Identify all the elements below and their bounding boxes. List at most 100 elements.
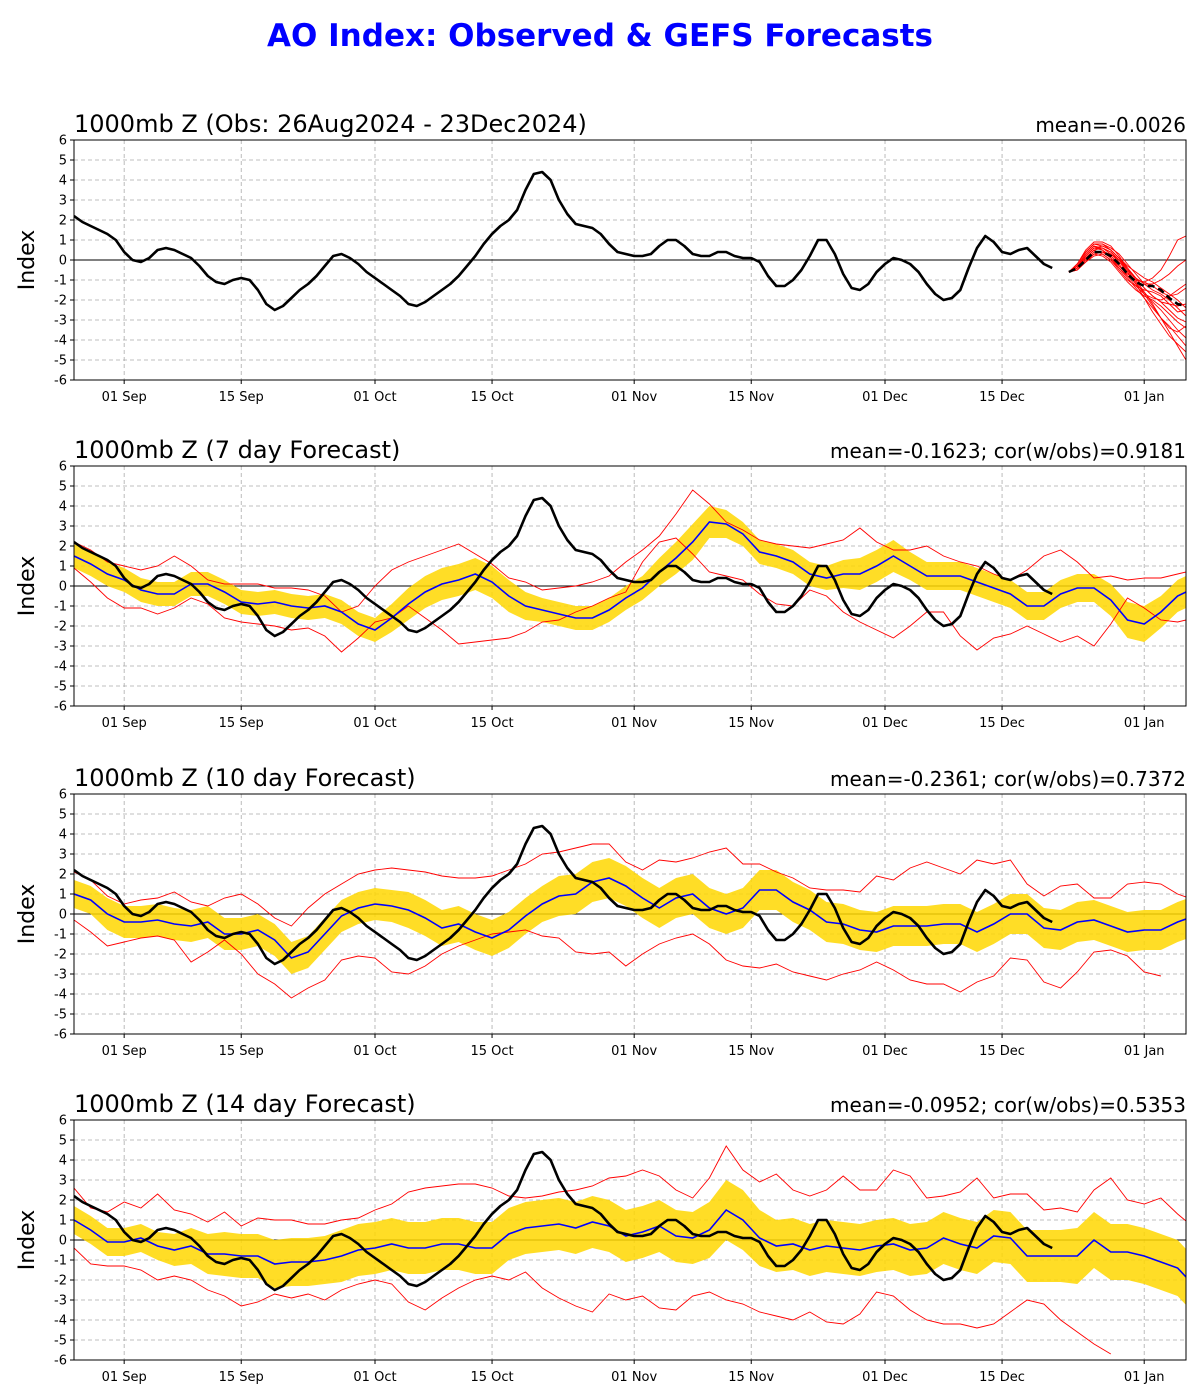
y-tick-label: 0 xyxy=(59,908,67,923)
y-tick-label: -2 xyxy=(54,1274,67,1289)
forecast-mean-line xyxy=(74,1208,1186,1279)
y-tick-label: 1 xyxy=(59,888,67,903)
y-axis-label: Index xyxy=(15,884,40,945)
forecast-mean-line xyxy=(74,521,1186,631)
x-tick-label: 01 Sep xyxy=(102,1044,147,1059)
panel-0: 1000mb Z (Obs: 26Aug2024 - 23Dec2024) mea… xyxy=(15,110,1187,405)
y-tick-label: 4 xyxy=(59,828,67,843)
y-tick-label: -5 xyxy=(54,1008,67,1023)
y-axis-label: Index xyxy=(15,230,40,291)
spread-band xyxy=(74,858,1186,974)
upper-member-line xyxy=(74,489,1186,613)
upper-member-line xyxy=(74,843,1186,927)
x-tick-label: 15 Sep xyxy=(219,716,264,731)
ensemble-member-line xyxy=(1068,253,1186,313)
x-tick-label: 01 Jan xyxy=(1124,716,1165,731)
y-tick-label: -1 xyxy=(54,600,67,615)
x-tick-label: 15 Dec xyxy=(979,1044,1025,1059)
x-tick-label: 01 Jan xyxy=(1124,1044,1165,1059)
axes-frame xyxy=(73,1119,1187,1361)
observed-line xyxy=(74,496,1053,638)
upper-member-line xyxy=(74,1145,1186,1227)
y-tick-label: 5 xyxy=(59,1134,67,1149)
y-tick-label: 2 xyxy=(59,540,67,555)
panel-title: 1000mb Z (14 day Forecast) xyxy=(74,1090,416,1118)
y-tick-label: 1 xyxy=(59,560,67,575)
y-tick-label: -3 xyxy=(54,968,67,983)
x-tick-label: 15 Oct xyxy=(470,716,513,731)
y-tick-label: -1 xyxy=(54,274,67,289)
x-tick-label: 01 Sep xyxy=(102,716,147,731)
x-tick-label: 01 Sep xyxy=(102,390,147,405)
x-tick-label: 15 Nov xyxy=(728,390,774,405)
y-tick-label: -6 xyxy=(54,700,67,715)
y-tick-label: 3 xyxy=(59,520,67,535)
y-tick-label: -6 xyxy=(54,1354,67,1369)
y-tick-label: 2 xyxy=(59,1194,67,1209)
spread-band xyxy=(74,506,1186,642)
x-tick-label: 15 Oct xyxy=(470,1044,513,1059)
y-tick-label: -1 xyxy=(54,928,67,943)
figure-title: AO Index: Observed & GEFS Forecasts xyxy=(267,18,933,54)
panel-stat: mean=-0.0026 xyxy=(1035,113,1186,137)
x-tick-label: 01 Oct xyxy=(353,1370,396,1385)
x-tick-label: 15 Nov xyxy=(728,1044,774,1059)
x-tick-label: 15 Dec xyxy=(979,716,1025,731)
y-tick-label: -6 xyxy=(54,374,67,389)
x-tick-label: 01 Nov xyxy=(611,1370,657,1385)
spread-band xyxy=(74,1180,1186,1305)
ensemble-member-line xyxy=(1068,243,1186,333)
x-tick-label: 01 Sep xyxy=(102,1370,147,1385)
y-tick-label: -1 xyxy=(54,1254,67,1269)
panel-title: 1000mb Z (Obs: 26Aug2024 - 23Dec2024) xyxy=(74,110,587,138)
y-tick-label: -4 xyxy=(54,334,67,349)
panel-stat: mean=-0.0952; cor(w/obs)=0.5353 xyxy=(830,1093,1186,1117)
x-tick-label: 15 Dec xyxy=(979,1370,1025,1385)
forecast-mean-line xyxy=(74,877,1186,959)
x-tick-label: 01 Dec xyxy=(862,390,908,405)
y-tick-label: 4 xyxy=(59,174,67,189)
axes-frame xyxy=(73,465,1187,707)
y-tick-label: 3 xyxy=(59,194,67,209)
lower-member-line xyxy=(74,537,1186,653)
y-tick-label: 4 xyxy=(59,500,67,515)
y-tick-label: 5 xyxy=(59,154,67,169)
x-tick-label: 15 Dec xyxy=(979,390,1025,405)
x-tick-label: 01 Dec xyxy=(862,1044,908,1059)
x-tick-label: 01 Jan xyxy=(1124,390,1165,405)
x-tick-label: 01 Oct xyxy=(353,716,396,731)
y-tick-label: -5 xyxy=(54,1334,67,1349)
x-tick-label: 01 Nov xyxy=(611,716,657,731)
x-tick-label: 01 Oct xyxy=(353,1044,396,1059)
observed-line xyxy=(74,824,1053,966)
y-tick-label: 0 xyxy=(59,1234,67,1249)
ensemble-mean-forecast-line xyxy=(1068,250,1186,308)
panel-data xyxy=(74,170,1186,361)
y-tick-label: 5 xyxy=(59,480,67,495)
x-tick-label: 15 Nov xyxy=(728,716,774,731)
panel-title: 1000mb Z (7 day Forecast) xyxy=(74,436,400,464)
y-tick-label: 2 xyxy=(59,214,67,229)
ensemble-member-line xyxy=(1068,253,1186,329)
y-tick-label: -3 xyxy=(54,640,67,655)
y-tick-label: 0 xyxy=(59,580,67,595)
y-tick-label: 0 xyxy=(59,254,67,269)
y-tick-label: -4 xyxy=(54,1314,67,1329)
axes-frame xyxy=(73,793,1187,1035)
y-axis-label: Index xyxy=(15,1210,40,1271)
y-tick-label: -6 xyxy=(54,1028,67,1043)
x-tick-label: 01 Oct xyxy=(353,390,396,405)
x-tick-label: 01 Dec xyxy=(862,1370,908,1385)
x-tick-label: 01 Jan xyxy=(1124,1370,1165,1385)
y-tick-label: -3 xyxy=(54,314,67,329)
panel-data xyxy=(74,824,1186,999)
panel-1: 1000mb Z (7 day Forecast) mean=-0.1623; c… xyxy=(15,436,1187,731)
x-tick-label: 15 Oct xyxy=(470,1370,513,1385)
x-tick-label: 01 Dec xyxy=(862,716,908,731)
y-tick-label: 5 xyxy=(59,808,67,823)
y-tick-label: 1 xyxy=(59,234,67,249)
x-tick-label: 15 Nov xyxy=(728,1370,774,1385)
y-tick-label: -2 xyxy=(54,620,67,635)
y-tick-label: -2 xyxy=(54,294,67,309)
